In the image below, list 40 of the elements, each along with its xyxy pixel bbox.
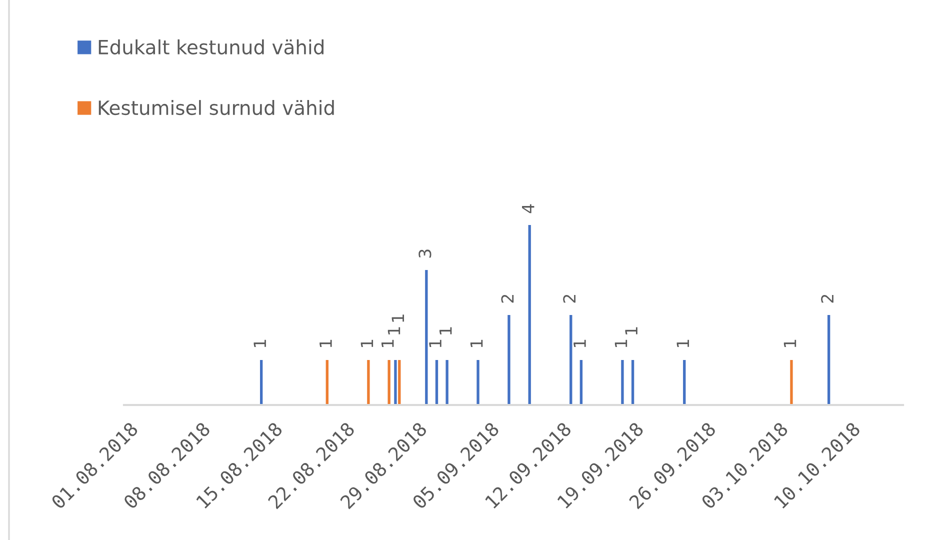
data-label: 1 xyxy=(254,340,266,348)
bar xyxy=(827,315,830,405)
bar xyxy=(435,360,438,405)
data-label: 1 xyxy=(470,340,483,348)
bar xyxy=(528,225,531,405)
bar xyxy=(425,270,428,405)
data-label: 1 xyxy=(440,327,452,334)
bar xyxy=(683,360,686,405)
data-label: 1 xyxy=(392,314,404,322)
bar xyxy=(388,360,390,405)
legend-label: Kestumisel surnud vähid xyxy=(98,100,334,116)
data-label: 1 xyxy=(382,340,394,348)
data-label: 2 xyxy=(821,294,834,303)
bar xyxy=(398,360,401,405)
bar xyxy=(580,360,583,405)
bar xyxy=(394,360,397,405)
data-label: 3 xyxy=(418,250,432,258)
data-label: 1 xyxy=(429,340,442,348)
bar xyxy=(631,360,634,405)
data-label: 1 xyxy=(614,340,628,348)
bar xyxy=(621,360,624,405)
data-label: 1 xyxy=(676,340,689,348)
bar xyxy=(476,360,480,405)
data-label: 2 xyxy=(563,294,576,303)
data-label: 1 xyxy=(320,340,332,348)
legend-label: Edukalt kestunud vähid xyxy=(98,39,324,54)
data-label: 4 xyxy=(522,204,534,214)
bar xyxy=(446,360,448,405)
bar xyxy=(367,360,370,405)
data-label: 1 xyxy=(574,340,586,348)
data-label: 1 xyxy=(360,340,374,348)
data-label: 2 xyxy=(501,294,514,303)
data-label: 1 xyxy=(388,327,400,334)
bar xyxy=(260,360,263,405)
data-label: 1 xyxy=(625,327,638,334)
data-label: 1 xyxy=(784,340,796,348)
bar xyxy=(570,315,572,405)
bar xyxy=(508,315,510,405)
bar xyxy=(790,360,793,405)
bar xyxy=(326,360,328,405)
